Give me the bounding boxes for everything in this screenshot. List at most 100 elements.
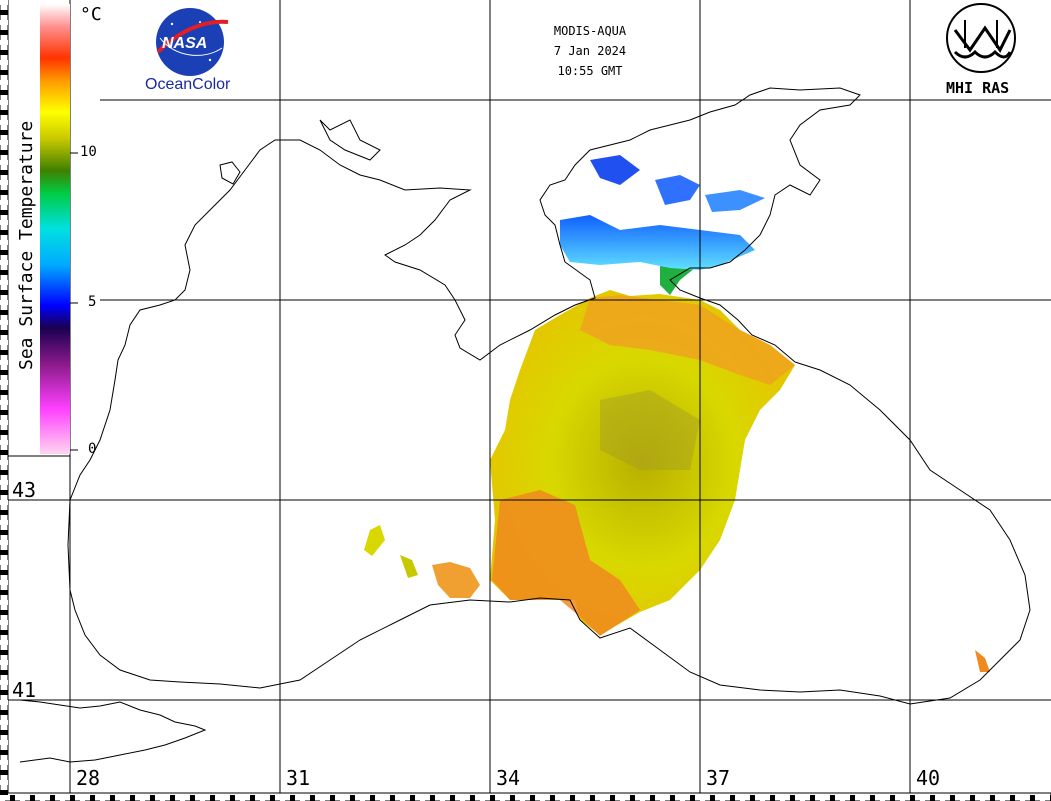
ruler-tick	[840, 795, 845, 801]
ruler-tick	[0, 560, 8, 565]
lon-label-34: 34	[496, 766, 521, 790]
ruler-tick	[0, 160, 8, 165]
ruler-tick	[0, 120, 8, 125]
ruler-tick	[410, 795, 415, 801]
ruler-tick	[0, 770, 8, 775]
ruler-tick	[0, 750, 8, 755]
ruler-tick	[320, 795, 325, 801]
ruler-tick	[0, 200, 8, 205]
ruler-tick	[0, 600, 8, 605]
nasa-logo	[156, 8, 229, 76]
ruler-tick	[490, 795, 495, 801]
ruler-tick	[770, 795, 775, 801]
ruler-tick	[120, 795, 125, 801]
ruler-tick	[0, 650, 8, 655]
ruler-tick	[0, 670, 8, 675]
ruler-tick	[660, 795, 665, 801]
ruler-tick	[260, 795, 265, 801]
ruler-tick	[680, 795, 685, 801]
ruler-tick	[570, 795, 575, 801]
colorbar-tick-0: 0	[88, 441, 97, 457]
ruler-tick	[270, 795, 275, 801]
coastline	[19, 87, 1031, 763]
ruler-tick	[0, 280, 8, 285]
ruler-tick	[0, 520, 8, 525]
ruler-tick	[500, 795, 505, 801]
ruler-tick	[0, 430, 8, 435]
ruler-tick	[1040, 795, 1045, 801]
colorbar-tick-10: 10	[80, 144, 97, 160]
ruler-tick	[860, 795, 865, 801]
ruler-tick	[110, 795, 115, 801]
ruler-tick	[300, 795, 305, 801]
date-label: 7 Jan 2024	[553, 44, 627, 58]
ruler-tick	[830, 795, 835, 801]
ruler-tick	[10, 795, 15, 801]
ruler-tick	[0, 190, 8, 195]
ruler-tick	[0, 60, 8, 65]
ruler-tick	[0, 320, 8, 325]
ruler-tick	[0, 540, 8, 545]
ruler-tick	[0, 100, 8, 105]
colorbar-unit: °C	[80, 4, 102, 25]
ruler-tick	[0, 10, 8, 15]
ruler-tick	[820, 795, 825, 801]
ruler-tick	[230, 795, 235, 801]
ruler-tick	[520, 795, 525, 801]
ruler-tick	[0, 310, 8, 315]
ruler-tick	[0, 270, 8, 275]
ruler-tick	[0, 780, 8, 785]
ruler-tick	[350, 795, 355, 801]
ruler-tick	[0, 510, 8, 515]
sensor-label: MODIS-AQUA	[553, 24, 627, 38]
ruler-tick	[780, 795, 785, 801]
ruler-tick	[0, 680, 8, 685]
lon-label-28: 28	[76, 766, 101, 790]
ruler-tick	[0, 570, 8, 575]
ruler-tick	[180, 795, 185, 801]
ruler-tick	[700, 795, 705, 801]
ruler-tick	[0, 110, 8, 115]
ruler-tick	[430, 795, 435, 801]
ruler-tick	[190, 795, 195, 801]
ruler-tick	[900, 795, 905, 801]
ruler-tick	[970, 795, 975, 801]
ruler-tick	[0, 260, 8, 265]
ruler-tick	[160, 795, 165, 801]
ruler-tick	[0, 620, 8, 625]
ruler-tick	[30, 795, 35, 801]
ruler-tick	[870, 795, 875, 801]
ruler-tick	[0, 70, 8, 75]
mhi-ras-logo	[946, 3, 1016, 73]
ruler-tick	[0, 640, 8, 645]
ruler-tick	[910, 795, 915, 801]
ruler-tick	[370, 795, 375, 801]
ruler-tick	[670, 795, 675, 801]
ruler-tick	[0, 220, 8, 225]
ruler-tick	[280, 795, 285, 801]
sst-data-layer	[364, 155, 990, 672]
ruler-tick	[0, 0, 8, 5]
ruler-tick	[0, 350, 8, 355]
ruler-tick	[600, 795, 605, 801]
ruler-tick	[200, 795, 205, 801]
ruler-tick	[0, 450, 8, 455]
ruler-tick	[460, 795, 465, 801]
ruler-tick	[0, 490, 8, 495]
ruler-tick	[610, 795, 615, 801]
nasa-logo-text: NASA	[162, 35, 208, 52]
colorbar-title: Sea Surface Temperature	[16, 120, 37, 370]
ruler-tick	[380, 795, 385, 801]
ruler-tick	[0, 210, 8, 215]
ruler-tick	[620, 795, 625, 801]
ruler-tick	[130, 795, 135, 801]
ruler-tick	[0, 230, 8, 235]
ruler-tick	[0, 550, 8, 555]
ruler-tick	[0, 300, 8, 305]
ruler-tick	[740, 795, 745, 801]
ruler-tick	[890, 795, 895, 801]
ruler-tick	[0, 470, 8, 475]
ruler-tick	[20, 795, 25, 801]
ruler-tick	[470, 795, 475, 801]
ruler-tick	[630, 795, 635, 801]
